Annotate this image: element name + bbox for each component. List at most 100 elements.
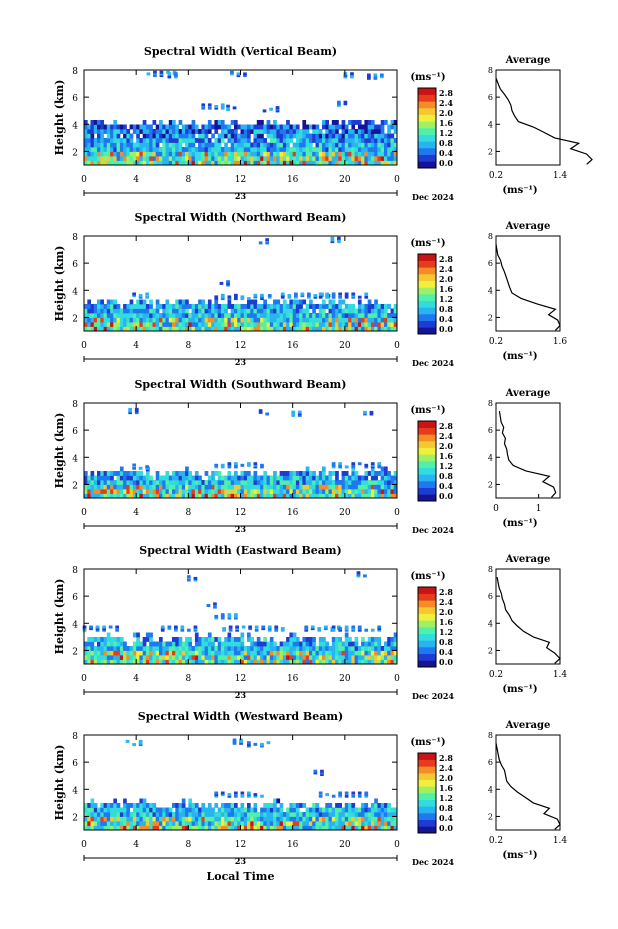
- heatmap-cell: [273, 484, 277, 490]
- heatmap-cell: [247, 791, 251, 795]
- heatmap-cell: [235, 627, 239, 631]
- heatmap-cell: [318, 471, 323, 476]
- heatmap-cell: [260, 659, 264, 665]
- heatmap-cell: [241, 625, 246, 629]
- heatmap-cell: [302, 124, 307, 130]
- heatmap-cell: [356, 571, 361, 575]
- heatmap-cell: [123, 313, 127, 318]
- heatmap-cell: [194, 124, 199, 130]
- heatmap-cell: [142, 124, 147, 130]
- heatmap-cell: [207, 308, 212, 314]
- heatmap-cell: [309, 475, 313, 481]
- heatmap-cell: [126, 807, 131, 813]
- heatmap-cell: [390, 646, 395, 651]
- heatmap-cell: [181, 129, 186, 134]
- heatmap-cell: [220, 793, 225, 797]
- heatmap-cell: [240, 646, 245, 651]
- heatmap-cell: [226, 104, 230, 108]
- heatmap-cell: [155, 326, 160, 332]
- heatmap-cell: [289, 821, 294, 826]
- heatmap-cell: [95, 627, 100, 631]
- heatmap-cell: [185, 322, 189, 327]
- heatmap-cell: [243, 308, 248, 314]
- heatmap-cell: [236, 74, 241, 78]
- heatmap-cell: [322, 133, 326, 139]
- y-tick-label: 8: [72, 233, 78, 243]
- heatmap-cell: [305, 129, 310, 134]
- heatmap-cell: [276, 807, 281, 813]
- heatmap-cell: [364, 313, 369, 318]
- heatmap-cell: [343, 102, 348, 106]
- heatmap-cell: [266, 151, 271, 157]
- heatmap-cell: [331, 465, 336, 469]
- heatmap-cell: [312, 493, 316, 499]
- heatmap-cell: [97, 489, 101, 494]
- heatmap-cell: [263, 326, 267, 332]
- heatmap-cell: [364, 793, 369, 797]
- heatmap-cell: [93, 803, 98, 808]
- colorbar-swatch: [418, 421, 436, 428]
- heatmap-cell: [289, 484, 294, 490]
- heatmap-cell: [384, 480, 388, 485]
- heatmap-cell: [204, 659, 209, 665]
- heatmap-cell: [247, 742, 251, 746]
- heatmap-cell: [211, 650, 215, 656]
- heatmap-cell: [289, 493, 294, 499]
- heatmap-cell: [178, 821, 183, 826]
- colorbar-unit: (ms⁻¹): [410, 238, 445, 249]
- heatmap-cell: [237, 322, 241, 327]
- heatmap-cell: [387, 133, 391, 139]
- heatmap-cell: [279, 322, 284, 327]
- heatmap-cell: [207, 646, 212, 651]
- heatmap-cell: [191, 484, 196, 490]
- heatmap-cell: [263, 825, 267, 831]
- heatmap-cell: [162, 160, 166, 166]
- heatmap-cell: [258, 410, 263, 414]
- heatmap-cell: [90, 659, 95, 665]
- heatmap-cell: [110, 322, 114, 327]
- heatmap-cell: [188, 655, 192, 660]
- heatmap-cell: [266, 741, 271, 745]
- heatmap-cell: [282, 124, 287, 130]
- heatmap-cell: [168, 659, 173, 665]
- heatmap-cell: [299, 816, 303, 822]
- heatmap-cell: [276, 326, 281, 332]
- heatmap-cell: [302, 313, 307, 318]
- heatmap-cell: [201, 133, 206, 139]
- heatmap-cell: [93, 489, 98, 494]
- heatmap-cell: [279, 142, 284, 148]
- heatmap-cell: [344, 650, 349, 656]
- heatmap-cell: [224, 821, 228, 826]
- heatmap-cell: [312, 151, 316, 157]
- heatmap-cell: [90, 308, 95, 314]
- heatmap-cell: [335, 133, 339, 139]
- heatmap-cell: [152, 151, 157, 157]
- heatmap-cell: [309, 807, 313, 813]
- heatmap-cell: [220, 138, 225, 143]
- heatmap-cell: [380, 825, 385, 831]
- heatmap-cell: [185, 480, 189, 485]
- heatmap-cell: [328, 816, 333, 822]
- heatmap-cell: [128, 411, 132, 415]
- heatmap-cell: [234, 484, 238, 490]
- heatmap-cell: [123, 308, 127, 314]
- heatmap-cell: [82, 627, 87, 631]
- heatmap-cell: [344, 791, 349, 795]
- heatmap-cell: [357, 129, 362, 134]
- heatmap-cell: [374, 160, 378, 166]
- heatmap-cell: [370, 138, 375, 143]
- heatmap-cell: [136, 803, 140, 808]
- heatmap-cell: [322, 304, 326, 309]
- heatmap-cell: [220, 297, 225, 301]
- heatmap-cell: [279, 816, 284, 822]
- colorbar-swatch: [418, 314, 436, 321]
- heatmap-cell: [387, 138, 391, 143]
- heatmap-cell: [380, 812, 385, 817]
- heatmap-cell: [243, 812, 248, 817]
- heatmap-cell: [348, 825, 352, 831]
- heatmap-cell: [361, 641, 365, 647]
- heatmap-cell: [344, 308, 349, 314]
- heatmap-cell: [335, 480, 339, 485]
- heatmap-cell: [172, 489, 176, 494]
- heatmap-cell: [286, 322, 290, 327]
